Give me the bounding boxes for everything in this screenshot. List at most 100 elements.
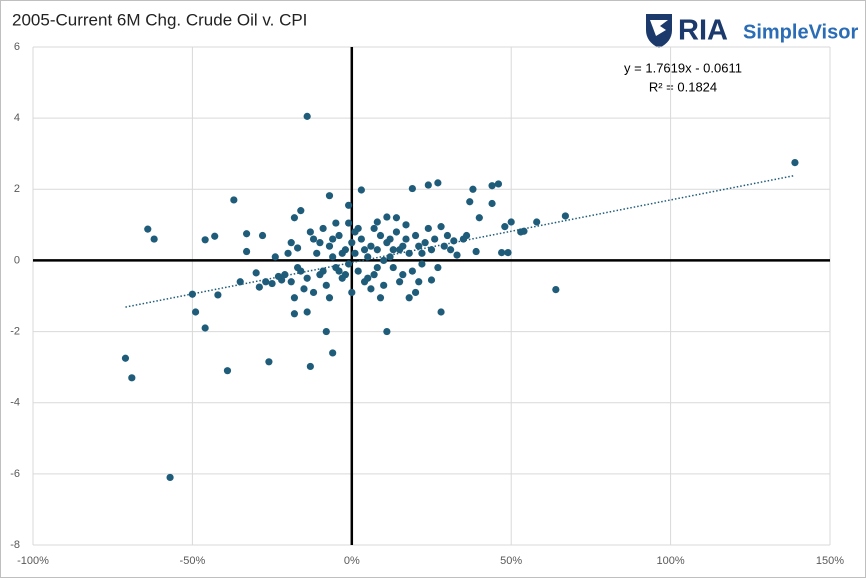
- scatter-point: [380, 281, 388, 289]
- scatter-point: [351, 249, 359, 257]
- scatter-point: [322, 327, 330, 336]
- scatter-point: [431, 235, 439, 243]
- scatter-point: [287, 239, 295, 247]
- scatter-point: [329, 349, 337, 357]
- x-tick-label: 100%: [657, 555, 685, 567]
- scatter-point: [552, 285, 560, 294]
- scatter-point: [166, 473, 174, 482]
- y-tick-label: 2: [14, 183, 20, 195]
- scatter-point: [443, 231, 452, 240]
- scatter-point: [367, 285, 375, 293]
- scatter-point: [306, 228, 314, 236]
- scatter-point: [402, 235, 410, 243]
- scatter-point: [373, 263, 381, 272]
- x-tick-label: 0%: [344, 555, 360, 567]
- scatter-point: [265, 358, 273, 366]
- scatter-point: [121, 354, 130, 362]
- x-tick-label: 50%: [500, 555, 522, 567]
- scatter-point: [329, 253, 337, 261]
- scatter-point: [427, 276, 436, 284]
- scatter-point: [434, 263, 442, 272]
- scatter-point: [437, 223, 445, 231]
- scatter-point: [268, 279, 276, 288]
- scatter-point: [357, 186, 365, 194]
- scatter-point: [453, 251, 461, 259]
- y-tick-label: -2: [10, 325, 20, 337]
- scatter-point: [258, 231, 267, 240]
- scatter-point: [329, 235, 337, 243]
- scatter-point: [469, 185, 477, 193]
- scatter-point: [370, 224, 378, 233]
- scatter-point: [415, 278, 423, 286]
- scatter-point: [507, 218, 515, 226]
- scatter-point: [450, 237, 458, 245]
- scatter-point: [389, 246, 397, 254]
- scatter-point: [466, 198, 474, 206]
- x-tick-label: 150%: [816, 555, 844, 567]
- scatter-point: [370, 271, 378, 279]
- scatter-point: [389, 263, 397, 272]
- scatter-point: [252, 269, 260, 277]
- scatter-point: [354, 267, 362, 275]
- scatter-point: [325, 242, 334, 250]
- scatter-point: [242, 247, 251, 256]
- scatter-point: [367, 242, 375, 250]
- scatter-point: [392, 214, 401, 222]
- y-tick-label: 0: [14, 254, 20, 266]
- scatter-point: [150, 235, 158, 243]
- scatter-point: [348, 239, 356, 247]
- scatter-point: [380, 256, 388, 265]
- scatter-point: [351, 228, 359, 236]
- scatter-point: [345, 201, 353, 209]
- scatter-point: [373, 246, 381, 254]
- scatter-point: [399, 271, 407, 279]
- scatter-point: [376, 294, 385, 302]
- scatter-point: [791, 159, 799, 167]
- y-tick-label: -6: [10, 468, 20, 480]
- scatter-point: [287, 278, 295, 286]
- scatter-point: [188, 290, 196, 298]
- scatter-point: [357, 235, 365, 243]
- scatter-point: [376, 231, 385, 240]
- scatter-point: [271, 253, 279, 261]
- scatter-point: [262, 278, 270, 286]
- scatter-point: [284, 249, 292, 257]
- logo: RIA SimpleVisor: [646, 14, 858, 48]
- scatter-point: [411, 231, 420, 240]
- scatter-point: [290, 294, 299, 302]
- scatter-point: [488, 199, 496, 208]
- scatter-point: [386, 253, 394, 261]
- scatter-point: [533, 218, 541, 226]
- scatter-point: [303, 308, 311, 316]
- scatter-point: [309, 288, 318, 297]
- scatter-point: [325, 294, 334, 302]
- scatter-point: [462, 231, 471, 240]
- scatter-point: [494, 180, 503, 188]
- scatter-point: [424, 181, 432, 189]
- scatter-point: [396, 278, 404, 286]
- scatter-point: [242, 230, 251, 238]
- scatter-point: [191, 308, 200, 316]
- scatter-point: [303, 274, 311, 282]
- scatter-point: [255, 283, 263, 291]
- x-tick-label: -50%: [180, 555, 206, 567]
- y-tick-label: 6: [14, 41, 20, 53]
- scatter-point: [345, 260, 353, 268]
- scatter-point: [345, 219, 353, 227]
- scatter-point: [501, 223, 509, 231]
- scatter-point: [274, 272, 283, 281]
- scatter-point: [211, 232, 219, 240]
- scatter-point: [373, 218, 381, 226]
- scatter-point: [447, 246, 455, 254]
- scatter-point: [201, 236, 209, 244]
- scatter-point: [236, 278, 244, 286]
- trend-r-squared: R² = 0.1824: [649, 79, 717, 94]
- scatter-point: [335, 267, 343, 275]
- trend-equation: y = 1.7619x - 0.0611: [624, 60, 742, 75]
- scatter-point: [223, 367, 232, 375]
- scatter-point: [383, 327, 391, 336]
- scatter-point: [290, 310, 299, 318]
- scatter-point: [144, 225, 152, 233]
- y-tick-label: -8: [10, 539, 20, 551]
